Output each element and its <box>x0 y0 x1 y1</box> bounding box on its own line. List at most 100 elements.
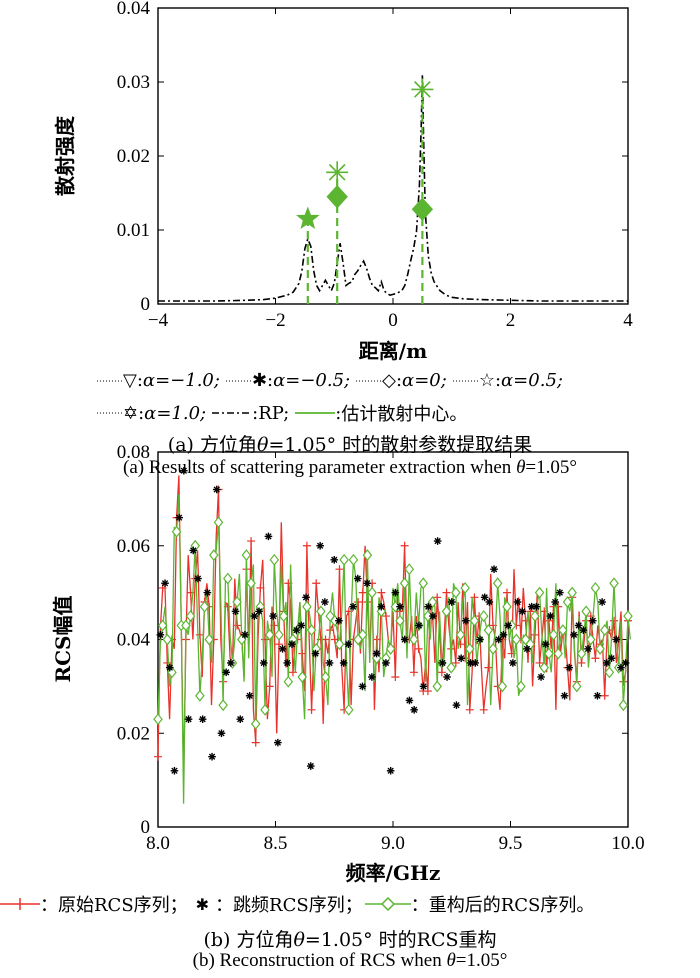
hop-rcs-asterisk <box>175 514 183 521</box>
recon-rcs-diamond <box>446 661 456 674</box>
hop-rcs-asterisk <box>415 622 423 629</box>
hop-rcs-asterisk <box>396 603 404 610</box>
hop-rcs-asterisk <box>613 636 620 643</box>
hop-rcs-asterisk <box>462 617 470 624</box>
hop-rcs-asterisk <box>523 645 531 653</box>
hop-rcs-asterisk <box>467 659 474 667</box>
asterisk-icon: ✱ <box>195 894 210 914</box>
recon-rcs-diamond <box>609 577 619 590</box>
hop-rcs-asterisk <box>387 767 394 774</box>
y-tick-label: 0.02 <box>117 723 150 744</box>
legend-hop-rcs: ✱ ：跳频RCS序列； <box>190 891 363 917</box>
hop-rcs-asterisk <box>213 486 220 493</box>
recon-rcs-diamond <box>241 549 252 562</box>
recon-rcs-diamond <box>320 671 331 683</box>
original-rcs-plus <box>382 612 391 621</box>
original-rcs-plus <box>577 658 586 667</box>
recon-rcs-line <box>157 494 631 804</box>
original-rcs-plus <box>335 565 344 574</box>
hop-rcs-asterisk <box>566 664 573 671</box>
recon-rcs-diamond <box>595 642 605 655</box>
hop-rcs-asterisk <box>340 659 347 667</box>
rp-line <box>158 74 628 302</box>
recon-rcs-diamond <box>586 633 596 646</box>
hop-rcs-asterisk <box>472 659 479 667</box>
recon-rcs-diamond <box>199 600 210 613</box>
hop-rcs-asterisk <box>453 701 460 709</box>
hop-rcs-asterisk <box>425 603 432 610</box>
recon-rcs-diamond <box>283 675 294 688</box>
top-ticks: −4 −2 0 2 4 0 0.01 0.02 0.03 0.04 <box>117 0 634 331</box>
hop-rcs-asterisk <box>561 692 568 699</box>
hop-rcs-asterisk <box>227 659 235 667</box>
caption-text: =1.05° 时的散射参数提取结果 <box>268 434 533 456</box>
original-rcs-plus <box>391 673 400 681</box>
hop-rcs-asterisk <box>288 641 296 648</box>
recon-rcs-diamond <box>274 628 284 641</box>
recon-rcs-diamond <box>223 572 233 585</box>
hop-rcs-asterisk <box>359 683 366 690</box>
y-tick-label: 0.04 <box>117 0 151 19</box>
recon-rcs-diamond <box>204 633 214 646</box>
caption-text: =1.05° 时的RCS重构 <box>304 929 497 951</box>
hop-rcs-asterisk <box>185 716 192 723</box>
original-rcs-plus <box>423 687 432 696</box>
recon-rcs-diamond <box>153 713 163 726</box>
recon-rcs-diamond <box>297 671 308 683</box>
hop-rcs-asterisk <box>307 762 314 770</box>
caption-text: (a) 方位角 <box>167 434 257 456</box>
original-rcs-plus <box>312 579 321 588</box>
original-rcs-plus <box>251 738 260 747</box>
legend-alpha-0: ◇: α=0; <box>356 370 447 391</box>
recon-rcs-diamond <box>534 586 545 599</box>
recon-rcs-diamond <box>218 699 228 712</box>
green-diamond-line-icon <box>364 897 411 911</box>
bottom-ylabel: RCS幅值 <box>51 596 75 683</box>
recon-rcs-diamond <box>404 563 415 576</box>
hop-rcs-asterisk <box>533 603 540 610</box>
hop-rcs-asterisk <box>255 608 263 615</box>
y-tick-label: 0 <box>141 294 151 315</box>
recon-rcs-diamond <box>395 614 405 627</box>
hop-rcs-asterisk <box>335 617 343 624</box>
bottom-caption-cn: (b) 方位角θ=1.05° 时的RCS重构 <box>0 925 700 952</box>
legend-rp: : RP; <box>212 403 289 424</box>
caption-theta: θ <box>256 434 269 456</box>
hop-rcs-asterisk <box>161 580 169 587</box>
hop-rcs-asterisk <box>298 622 305 629</box>
top-legend-row2: ✡: α=1.0; : RP; : 估计散射中心。 <box>97 400 467 426</box>
hop-rcs-asterisk <box>603 659 611 667</box>
recon-rcs-diamond <box>334 638 345 651</box>
recon-rcs-diamond <box>465 642 475 655</box>
recon-rcs-diamond <box>530 610 540 623</box>
hop-rcs-asterisk <box>190 547 197 554</box>
caption-text: (b) 方位角 <box>203 929 294 951</box>
recon-rcs-diamond <box>488 642 498 655</box>
hop-rcs-asterisk <box>481 594 488 601</box>
diamond-marker <box>326 184 348 209</box>
bottom-ticks: 8.0 8.5 9.0 9.5 10.0 0 0.02 0.04 0.06 0.08 <box>117 442 645 854</box>
original-rcs-plus <box>195 630 204 639</box>
hop-rcs-asterisk <box>420 683 427 690</box>
original-rcs-plus <box>414 644 423 653</box>
hop-rcs-asterisk <box>542 641 549 648</box>
recon-rcs-diamond <box>348 553 359 566</box>
original-rcs-plus <box>330 635 339 644</box>
legend-label: ：跳频RCS序列； <box>215 895 363 916</box>
recon-rcs-diamond <box>181 619 191 632</box>
original-rcs-plus <box>591 654 600 663</box>
star-marker <box>296 206 320 229</box>
top-caption-cn: (a) 方位角θ=1.05° 时的散射参数提取结果 <box>0 430 700 457</box>
hop-rcs-asterisk <box>584 645 592 653</box>
hop-rcs-asterisk <box>495 636 502 643</box>
caption-text: (b) Reconstruction of RCS when <box>192 950 447 971</box>
recon-rcs-diamond <box>399 577 410 590</box>
hop-rcs-asterisk <box>246 692 253 699</box>
top-xlabel: 距离/m <box>359 339 427 363</box>
hop-rcs-asterisk <box>509 659 517 667</box>
hop-rcs-asterisk <box>241 631 249 638</box>
bottom-marks <box>153 466 633 804</box>
hop-rcs-asterisk <box>486 598 493 606</box>
dotted-line-icon <box>97 380 123 381</box>
